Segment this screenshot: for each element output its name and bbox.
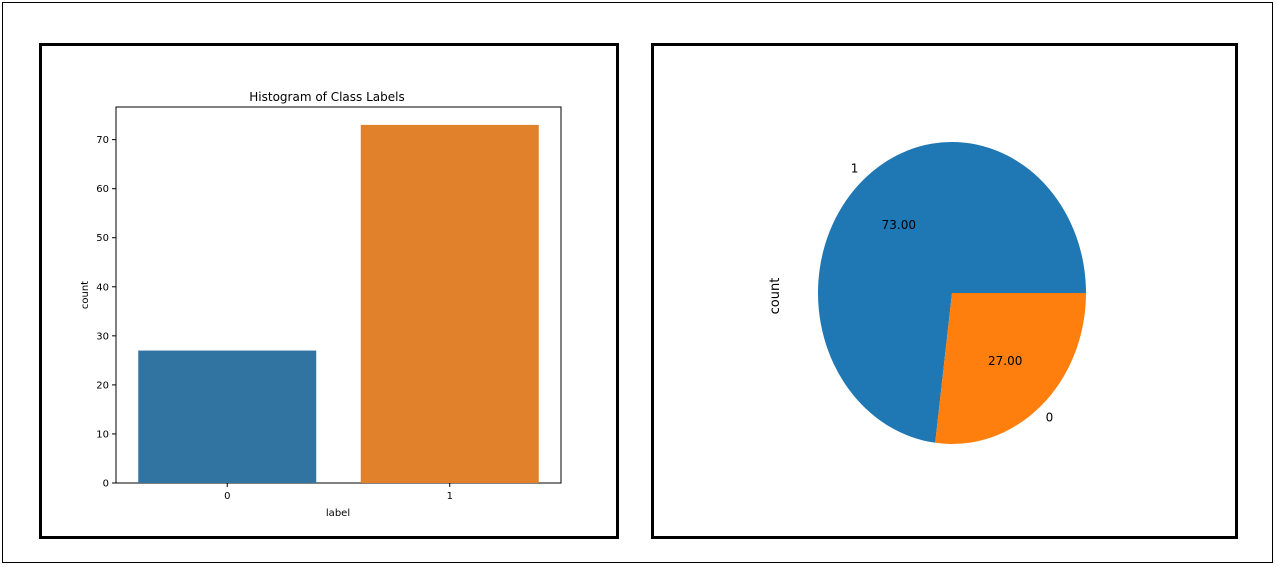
bar-0 <box>138 350 317 483</box>
bar-y-tick-label: 70 <box>96 135 109 146</box>
pie-slice-label: 1 <box>851 161 859 175</box>
bar-y-tick-label: 50 <box>96 233 109 244</box>
pie-y-axis-label: count <box>768 278 783 315</box>
bar-x-tick-label: 0 <box>224 491 230 502</box>
pie-slice-label: 0 <box>1046 411 1054 425</box>
pie-percent-label: 27.00 <box>988 354 1022 368</box>
pie-series <box>817 142 1086 444</box>
pie-percent-label: 73.00 <box>882 218 916 232</box>
bar-y-tick-label: 60 <box>96 184 109 195</box>
bar-y-tick-label: 10 <box>96 429 109 440</box>
bar-y-axis-label: count <box>80 281 91 309</box>
bar-plot-area <box>115 106 562 484</box>
bar-series <box>138 124 539 484</box>
bar-x-tick-label: 1 <box>447 491 453 502</box>
pie-chart-panel: 1 73.00 0 27.00 count <box>651 43 1238 539</box>
bar-y-tick-label: 40 <box>96 282 109 293</box>
bar-y-axis: 0 10 20 30 40 50 60 70 <box>96 135 116 490</box>
bar-y-tick-label: 20 <box>96 380 109 391</box>
bar-y-tick-label: 30 <box>96 331 109 342</box>
pie-chart: 1 73.00 0 27.00 count <box>768 142 1086 444</box>
pie-labels: 1 73.00 0 27.00 <box>851 161 1054 424</box>
pie-slice-0 <box>935 293 1086 444</box>
bar-1 <box>360 124 539 484</box>
bar-chart: Histogram of Class Labels 01020304050607… <box>80 90 562 519</box>
bar-chart-panel: Histogram of Class Labels 0 10 20 30 40 50 60 7… <box>39 43 619 539</box>
pie-slice-1 <box>817 142 1086 443</box>
bar-x-axis-label: label <box>326 508 350 519</box>
bar-chart-title: Histogram of Class Labels <box>249 90 404 104</box>
bar-y-tick-label: 0 <box>103 479 109 490</box>
